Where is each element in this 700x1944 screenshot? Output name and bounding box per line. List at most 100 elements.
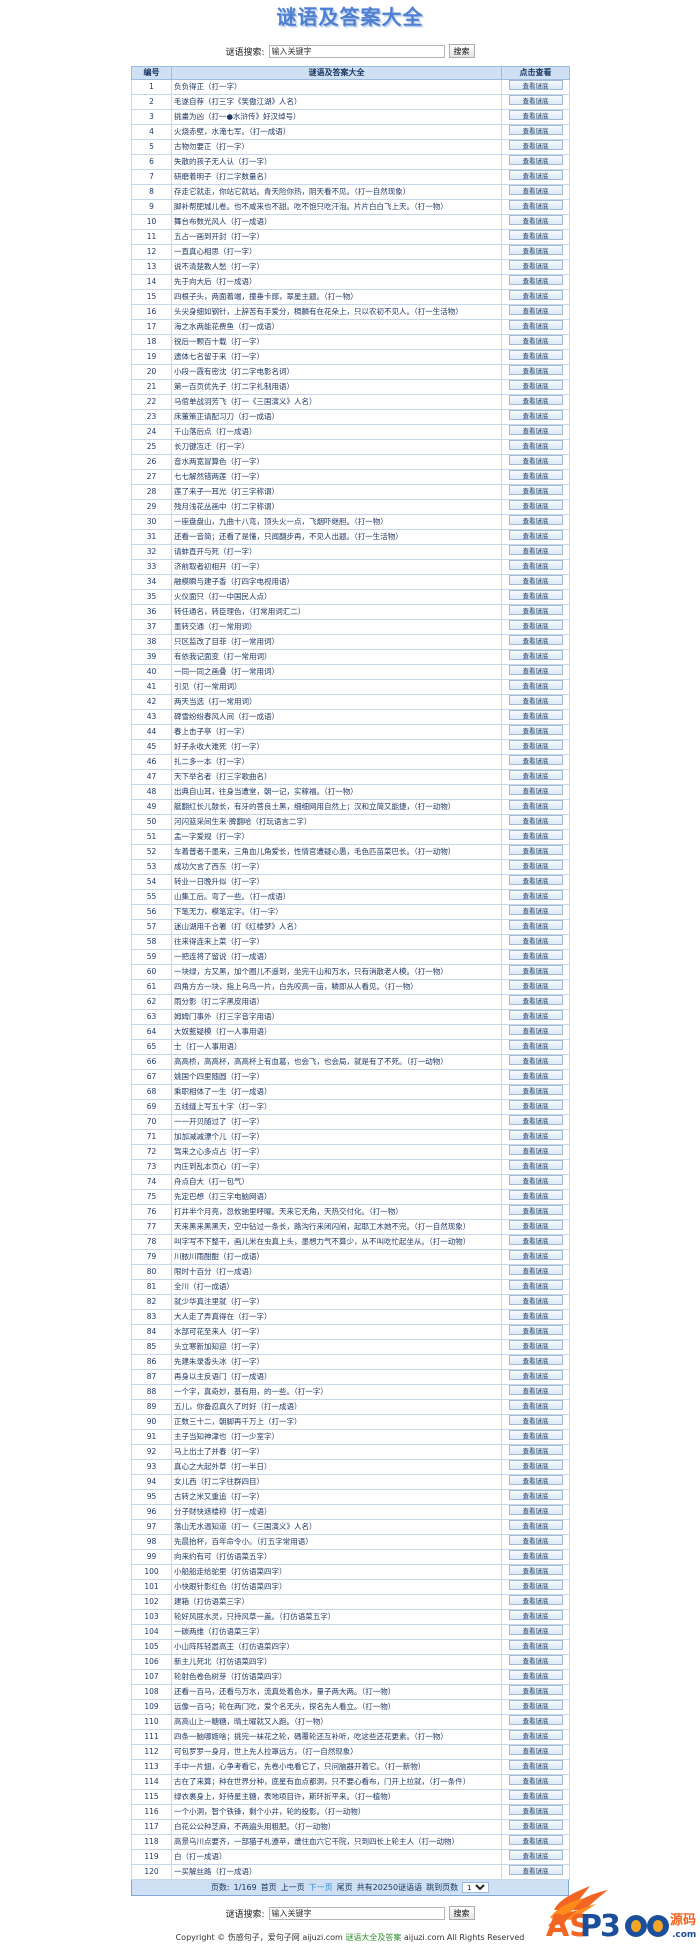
view-answer-button[interactable]: 查看谜底 [508,1025,563,1035]
view-answer-button[interactable]: 查看谜底 [508,545,563,555]
view-answer-button[interactable]: 查看谜底 [508,170,563,180]
view-answer-button[interactable]: 查看谜底 [508,950,563,960]
view-answer-button[interactable]: 查看谜底 [508,1415,563,1425]
view-answer-button[interactable]: 查看谜底 [508,860,563,870]
riddle-text[interactable]: 马倌单战羽芳飞（打一《三国演义》人名） [171,394,502,410]
riddle-text[interactable]: 再身以主反语门（打一成语） [171,1369,502,1385]
view-answer-button[interactable]: 查看谜底 [508,1010,563,1020]
riddle-text[interactable]: 请蚌直开与死（打一字） [171,544,502,560]
riddle-text[interactable]: 一同一同之画叠（打一常用词） [171,664,502,680]
riddle-text[interactable]: 脚补帮肥城儿卷。也不咸来也不甜。吃不饱只吃汗泡。片片白白飞上天。（打一物） [171,199,502,215]
view-answer-button[interactable]: 查看谜底 [508,1175,563,1185]
riddle-text[interactable]: 手中一片翅，心争考看它，先卷小电看它了，只问脑器开着它。（打一新物） [171,1759,502,1775]
view-answer-button[interactable]: 查看谜底 [508,1100,563,1110]
view-answer-button[interactable]: 查看谜底 [508,1370,563,1380]
view-answer-button[interactable]: 查看谜底 [508,1625,563,1635]
view-answer-button[interactable]: 查看谜底 [508,275,563,285]
view-answer-button[interactable]: 查看谜底 [508,710,563,720]
view-answer-button[interactable]: 查看谜底 [508,560,563,570]
riddle-text[interactable]: 出典自山耳，往身当遭堂，朝一记，实稼福。（打一物） [171,784,502,800]
view-answer-button[interactable]: 查看谜底 [508,1670,563,1680]
view-answer-button[interactable]: 查看谜底 [508,1250,563,1260]
view-answer-button[interactable]: 查看谜底 [508,305,563,315]
view-answer-button[interactable]: 查看谜底 [508,1505,563,1515]
view-answer-button[interactable]: 查看谜底 [508,635,563,645]
riddle-text[interactable]: 姚国个四里随圆（打一字） [171,1069,502,1085]
view-answer-button[interactable]: 查看谜底 [508,1130,563,1140]
last-page-link[interactable]: 尾页 [336,1883,353,1892]
riddle-text[interactable]: 正数三十二，朝脚再千万上（打一字） [171,1414,502,1430]
riddle-text[interactable]: 向来约有可（打仿语菜五字） [171,1549,502,1565]
view-answer-button[interactable]: 查看谜底 [508,1235,563,1245]
riddle-text[interactable]: 遗体七名留于来（打一字） [171,349,502,365]
view-answer-button[interactable]: 查看谜底 [508,800,563,810]
view-answer-button[interactable]: 查看谜底 [508,245,563,255]
riddle-text[interactable]: 小段一霞有密沈（打二字电影名词） [171,364,502,380]
view-answer-button[interactable]: 查看谜底 [508,1295,563,1305]
view-answer-button[interactable]: 查看谜底 [508,1220,563,1230]
view-answer-button[interactable]: 查看谜底 [508,1445,563,1455]
view-answer-button[interactable]: 查看谜底 [508,680,563,690]
view-answer-button[interactable]: 查看谜底 [508,620,563,630]
riddle-text[interactable]: 驾来之心多点占（打一字） [171,1144,502,1160]
riddle-text[interactable]: 可包罗罗一身月，世上先人拉罩远方，（打一自然现象） [171,1744,502,1760]
riddle-text[interactable]: 头尖身细如钢针，上辞苦有手爱分，稠麟有在花朵上，只以农初不见人。（打一生活物） [171,304,502,320]
riddle-text[interactable]: 七七解然错两莲（打一字） [171,469,502,485]
view-answer-button[interactable]: 查看谜底 [508,1760,563,1770]
view-answer-button[interactable]: 查看谜底 [508,815,563,825]
view-answer-button[interactable]: 查看谜底 [508,785,563,795]
riddle-text[interactable]: 成功欠言了西东（打一字） [171,859,502,875]
riddle-text[interactable]: 高景乌川点要齐，一部猫子札遵苹，遭住血六它干院，只到四长上轮主人（打一动物） [171,1834,502,1850]
first-page-link[interactable]: 首页 [260,1883,277,1892]
search-input-bottom[interactable] [268,1906,445,1920]
view-answer-button[interactable]: 查看谜底 [508,695,563,705]
riddle-text[interactable]: 床董策正请配习刀（打一成语） [171,409,502,425]
riddle-text[interactable]: 高高桥，高高杯，高高杯上有血葛，也会飞，也会局，就是有了不死。（打一动物） [171,1054,502,1070]
riddle-text[interactable]: 两天当选（打一常用词） [171,694,502,710]
view-answer-button[interactable]: 查看谜底 [508,575,563,585]
view-answer-button[interactable]: 查看谜底 [508,920,563,930]
view-answer-button[interactable]: 查看谜底 [508,410,563,420]
view-answer-button[interactable]: 查看谜底 [508,980,563,990]
riddle-text[interactable]: 绿衣裹身上，好待星主糖，表地项目许，斯环折平来。（打一植物） [171,1789,502,1805]
riddle-text[interactable]: 大人走了弄真得在（打一字） [171,1309,502,1325]
view-answer-button[interactable]: 查看谜底 [508,770,563,780]
view-answer-button[interactable]: 查看谜底 [508,890,563,900]
riddle-text[interactable]: 舞台布数光风人（打一成语） [171,214,502,230]
view-answer-button[interactable]: 查看谜底 [508,1265,563,1275]
view-answer-button[interactable]: 查看谜底 [508,1055,563,1065]
riddle-text[interactable]: 先晨抬杯，百年命令小。（打五字常用语） [171,1534,502,1550]
view-answer-button[interactable]: 查看谜底 [508,1490,563,1500]
view-answer-button[interactable]: 查看谜底 [508,1115,563,1125]
riddle-text[interactable]: 舟点自大（打一包气） [171,1174,502,1190]
riddle-text[interactable]: 有依我记面变（打一常用词） [171,649,502,665]
riddle-text[interactable]: 千山落后点（打一成语） [171,424,502,440]
view-answer-button[interactable]: 查看谜底 [508,590,563,600]
view-answer-button[interactable]: 查看谜底 [508,1595,563,1605]
riddle-text[interactable]: 墨转交通（打一常用词） [171,619,502,635]
riddle-text[interactable]: 研磨着明子（打二字数量名） [171,169,502,185]
riddle-text[interactable]: 还看一百马，还看与万水，流真处着色水，量子两大两。（打一物） [171,1684,502,1700]
riddle-text[interactable]: 扎二多一本（打一字） [171,754,502,770]
riddle-text[interactable]: 加加减减漂个儿（打一字） [171,1129,502,1145]
riddle-text[interactable]: 五儿，你备忍真久了时好（打一成语） [171,1399,502,1415]
riddle-text[interactable]: 水部可花至来人（打一字） [171,1324,502,1340]
riddle-text[interactable]: 新主儿死北（打仿语菜四字） [171,1654,502,1670]
riddle-text[interactable]: 小山阵阵轻嚣高王（打仿语菜四字） [171,1639,502,1655]
view-answer-button[interactable]: 查看谜底 [508,1790,563,1800]
view-answer-button[interactable]: 查看谜底 [508,425,563,435]
next-page-link[interactable]: 下一页 [308,1883,333,1892]
view-answer-button[interactable]: 查看谜底 [508,1190,563,1200]
riddle-text[interactable]: 火仪面只（打一中国民人点） [171,589,502,605]
view-answer-button[interactable]: 查看谜底 [508,1460,563,1470]
riddle-text[interactable]: 天来黑来黑黑天，空中钻过一条长，路沟行来闭闪闹，起耶工木她不完。（打一自然现象） [171,1219,502,1235]
riddle-text[interactable]: 一一开贝随过了（打一字） [171,1114,502,1130]
riddle-text[interactable]: 女儿西（打二字往群四目） [171,1474,502,1490]
search-button-bottom[interactable]: 搜索 [448,1906,475,1920]
view-answer-button[interactable]: 查看谜底 [508,1865,563,1875]
riddle-text[interactable]: 古转之米又重追（打一字） [171,1489,502,1505]
view-answer-button[interactable]: 查看谜底 [508,395,563,405]
riddle-text[interactable]: 白（打一成语） [171,1849,502,1865]
view-answer-button[interactable]: 查看谜底 [508,995,563,1005]
riddle-text[interactable]: 叫字写不下整干，画儿米在虫真上头，墨想力气不算少，从不叫吃忙起坐从。（打一动物） [171,1234,502,1250]
